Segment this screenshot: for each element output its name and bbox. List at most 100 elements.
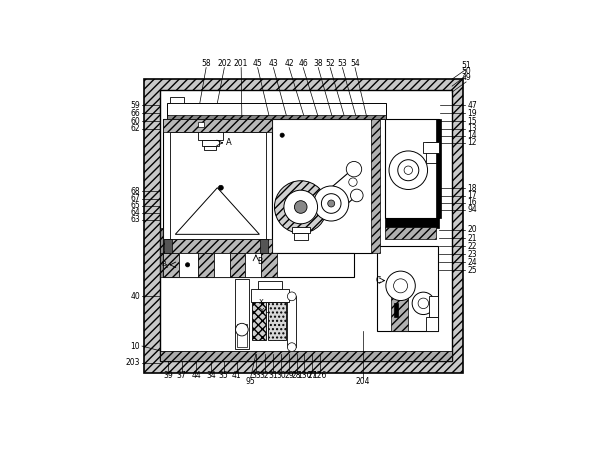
Circle shape [349, 178, 357, 187]
Bar [163, 119, 272, 253]
Bar [385, 228, 436, 238]
Circle shape [418, 298, 428, 308]
Text: 47: 47 [467, 101, 477, 110]
Text: 64: 64 [130, 208, 140, 217]
Bar [167, 115, 386, 119]
Bar [385, 217, 439, 228]
Bar [198, 122, 205, 127]
Circle shape [236, 324, 248, 336]
Text: 10: 10 [131, 342, 140, 351]
Bar [424, 142, 439, 153]
Text: 54: 54 [350, 59, 360, 68]
Bar [268, 302, 286, 340]
Text: 44: 44 [192, 371, 201, 379]
Text: 68: 68 [131, 187, 140, 196]
Text: 63: 63 [130, 216, 140, 224]
Bar [179, 253, 198, 277]
Bar [261, 239, 268, 253]
Text: 15: 15 [467, 116, 477, 126]
Text: 29: 29 [284, 371, 294, 379]
Bar [258, 281, 282, 289]
Text: 39: 39 [164, 371, 173, 379]
Circle shape [328, 200, 335, 207]
Bar [436, 119, 440, 217]
Text: 32: 32 [260, 371, 270, 379]
Bar [163, 253, 354, 277]
Circle shape [186, 263, 190, 267]
Text: 34: 34 [206, 371, 216, 379]
Circle shape [218, 185, 223, 190]
Bar [163, 239, 272, 253]
Text: 51: 51 [461, 61, 471, 70]
Text: 58: 58 [201, 59, 211, 68]
Text: 49: 49 [461, 73, 471, 82]
Text: 42: 42 [284, 59, 294, 68]
Text: 130: 130 [297, 371, 312, 379]
Text: 20: 20 [467, 225, 477, 234]
Text: 201: 201 [234, 59, 248, 68]
Text: 67: 67 [130, 194, 140, 203]
Text: 95: 95 [246, 377, 255, 386]
Bar [250, 289, 289, 302]
Circle shape [350, 189, 363, 202]
Bar [159, 351, 452, 361]
Bar [430, 296, 438, 318]
Bar [214, 253, 230, 277]
Bar [163, 119, 272, 131]
Text: 23: 23 [467, 250, 477, 259]
Text: 24: 24 [467, 258, 477, 267]
Text: 16: 16 [467, 198, 477, 207]
Circle shape [398, 160, 419, 181]
Text: 38: 38 [314, 59, 323, 68]
Bar [198, 131, 223, 141]
Bar [230, 253, 245, 277]
Text: 19: 19 [467, 109, 477, 118]
Text: 40: 40 [130, 292, 140, 301]
Text: 18: 18 [467, 184, 477, 193]
Text: 33: 33 [251, 371, 261, 379]
Bar [159, 90, 452, 361]
Text: 21: 21 [467, 234, 477, 243]
Text: 25: 25 [467, 266, 477, 274]
Bar [391, 289, 408, 331]
Bar [394, 303, 399, 318]
Text: 13: 13 [467, 124, 477, 133]
Text: 204: 204 [355, 377, 370, 386]
Circle shape [284, 190, 318, 224]
Bar [294, 233, 308, 240]
Bar [292, 227, 310, 233]
Bar [377, 246, 438, 331]
Text: 12: 12 [467, 138, 477, 147]
Text: 202: 202 [217, 59, 231, 68]
Text: 28: 28 [292, 371, 301, 379]
Bar [198, 253, 214, 277]
Bar [159, 228, 163, 253]
Bar [202, 141, 219, 146]
Circle shape [393, 279, 408, 293]
Bar [261, 253, 277, 277]
Text: 30: 30 [276, 371, 286, 379]
Bar [144, 79, 462, 374]
Bar [371, 119, 380, 253]
Circle shape [280, 133, 284, 137]
Circle shape [404, 166, 412, 174]
Text: 31: 31 [268, 371, 278, 379]
Circle shape [389, 151, 428, 189]
Circle shape [287, 292, 296, 301]
Bar [170, 97, 184, 102]
Bar [287, 296, 296, 347]
Circle shape [321, 194, 341, 213]
Text: C: C [375, 276, 380, 285]
Text: 62: 62 [131, 124, 140, 133]
Bar [170, 132, 267, 239]
Text: 22: 22 [467, 242, 477, 251]
Text: 43: 43 [268, 59, 278, 68]
Bar [159, 253, 163, 277]
Text: 126: 126 [312, 371, 327, 379]
Circle shape [287, 343, 296, 352]
Text: 37: 37 [177, 371, 186, 379]
Bar [426, 142, 438, 163]
Bar [237, 324, 247, 347]
Bar [272, 119, 371, 253]
Text: 66: 66 [130, 109, 140, 118]
